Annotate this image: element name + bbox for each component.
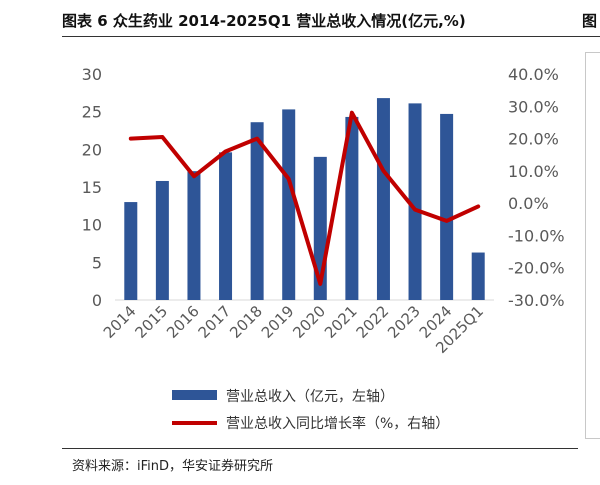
legend-label-bar: 营业总收入（亿元，左轴） [226, 389, 394, 405]
x-tick-label: 2020 [289, 302, 329, 342]
x-tick-label: 2014 [100, 302, 140, 342]
x-tick-label: 2016 [163, 302, 203, 342]
legend-swatch-bar [172, 390, 217, 400]
y-right-tick-label: 30.0% [508, 97, 559, 116]
y-left-tick-label: 5 [92, 253, 102, 272]
y-right-tick-label: 20.0% [508, 130, 559, 149]
x-tick-label: 2021 [321, 302, 361, 342]
adjacent-figure-title: 图 [582, 12, 598, 30]
x-tick-label: 2018 [226, 302, 266, 342]
bar [345, 116, 359, 300]
chart-canvas: 0 5 10 15 20 25 30 -30.0% -20.0% -10.0% 0.0% 10.0% 2… [82, 65, 565, 432]
growth-rate-line [128, 110, 481, 286]
y-left-tick-label: 25 [82, 103, 102, 122]
y-right-tick-label: -10.0% [508, 226, 565, 245]
bar [250, 122, 264, 300]
y-left-tick-label: 0 [92, 291, 102, 310]
y-left-tick-label: 10 [82, 216, 102, 235]
x-tick-label: 2019 [258, 302, 298, 342]
y-right-tick-label: 0.0% [508, 194, 549, 213]
y-right-tick-label: 10.0% [508, 162, 559, 181]
y-right-tick-label: 40.0% [508, 65, 559, 84]
y-left-tick-label: 15 [82, 178, 102, 197]
top-rule [62, 36, 600, 37]
y-left-tick-label: 20 [82, 140, 102, 159]
bar [408, 103, 422, 300]
x-tick-label: 2022 [353, 302, 393, 342]
bottom-rule [62, 448, 578, 449]
figure-title: 图表 6 众生药业 2014-2025Q1 营业总收入情况(亿元,%) [62, 12, 466, 30]
bar [124, 202, 138, 300]
x-tick-label: 2017 [195, 302, 235, 342]
y-left-tick-label: 30 [82, 65, 102, 84]
y-right-tick-label: -20.0% [508, 259, 565, 278]
bar [282, 109, 296, 300]
bar [376, 98, 390, 301]
bar [471, 252, 485, 300]
legend-label-line: 营业总收入同比增长率（%，右轴） [226, 415, 449, 432]
adjacent-figure-frame [585, 52, 600, 439]
bar [155, 180, 169, 300]
bar [187, 171, 201, 300]
source-note: 资料来源：iFinD，华安证券研究所 [72, 459, 274, 474]
y-right-tick-label: -30.0% [508, 291, 565, 310]
x-tick-label: 2015 [131, 302, 171, 342]
bar [219, 152, 233, 300]
x-tick-label: 2023 [384, 302, 424, 342]
bar [440, 113, 454, 300]
